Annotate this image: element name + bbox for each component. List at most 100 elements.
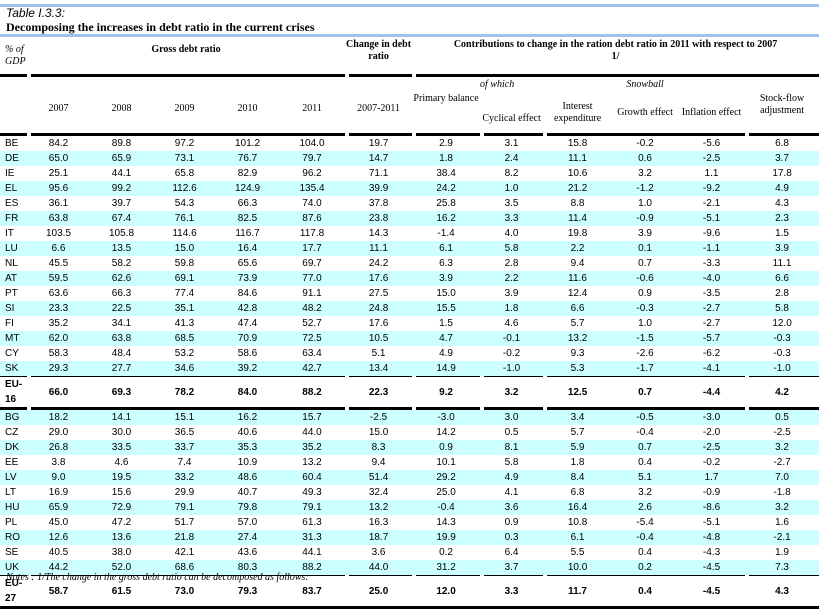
cell-2007-2011: 5.1 (371, 348, 386, 359)
cell-growth-effect: -0.9 (612, 211, 679, 226)
cell-2008: 39.7 (111, 198, 132, 209)
cell-inflation-effect: -2.0 (702, 427, 721, 438)
cell-growth-effect: 3.9 (638, 228, 652, 239)
cell-2007-2011: 3.6 (371, 547, 386, 558)
cell-2007-2011: 13.2 (345, 500, 413, 515)
cell-interest-expenditure: 1.8 (570, 457, 585, 468)
cell-cyclical-effect: 3.1 (504, 138, 519, 149)
unit-label: % of GDP (5, 44, 26, 67)
cell-2007-2011: 23.8 (345, 211, 413, 226)
cell-2007-2011: 8.3 (345, 440, 413, 455)
cell-2007-2011: 16.3 (368, 517, 389, 528)
cell-2007: 58.3 (48, 348, 69, 359)
cell-inflation-effect: -3.0 (678, 410, 746, 425)
cell-2008: 52.0 (90, 560, 153, 575)
cell-primary-balance: 4.7 (412, 331, 481, 346)
top-rule (0, 4, 819, 7)
country-code: UK (0, 560, 27, 575)
cell-primary-balance: 12.0 (436, 585, 456, 597)
cell-2007: 36.1 (48, 198, 69, 209)
cell-2007: 35.2 (48, 318, 69, 329)
cell-2008: 38.0 (111, 547, 132, 558)
cell-inflation-effect: 1.1 (704, 168, 719, 179)
cell-inflation-effect: -3.5 (702, 288, 721, 299)
cell-inflation-effect: -1.1 (678, 241, 746, 256)
cell-cyclical-effect: 1.8 (480, 301, 544, 316)
column-header-rule (0, 133, 819, 136)
cell-2011: 104.0 (299, 138, 325, 149)
cell-primary-balance: 10.1 (436, 457, 456, 468)
cell-interest-expenditure: 12.5 (567, 386, 588, 398)
cell-growth-effect: 0.6 (612, 151, 679, 166)
cell-cyclical-effect: 4.1 (504, 487, 519, 498)
cell-2010: 40.6 (237, 427, 258, 438)
cell-2010: 82.5 (216, 211, 279, 226)
cell-2007-2011: 10.5 (345, 331, 413, 346)
cell-primary-balance: 1.5 (439, 318, 453, 329)
cell-2007-2011: 37.8 (368, 198, 389, 209)
cell-stock-flow-adjustment: -2.7 (773, 457, 791, 468)
cell-inflation-effect: -5.6 (702, 138, 721, 149)
cell-2007: 95.6 (27, 181, 90, 196)
cell-growth-effect: 0.4 (638, 585, 652, 597)
rule-segment (27, 575, 346, 576)
cell-2011: 88.2 (279, 560, 346, 575)
cell-2008: 47.2 (111, 517, 132, 528)
cell-primary-balance: 0.2 (439, 547, 453, 558)
cell-2009: 65.8 (174, 168, 195, 179)
cell-2007: 12.6 (27, 530, 90, 545)
cell-inflation-effect: -2.7 (678, 301, 746, 316)
cell-2009: 35.1 (153, 301, 216, 316)
of-which-label: of which (480, 79, 515, 90)
rule-segment (480, 575, 544, 576)
country-code: LV (0, 470, 27, 485)
cell-2009: 36.5 (174, 427, 195, 438)
cell-2011: 52.7 (302, 318, 322, 329)
table-notes: Notes : 1/The change in the gross debt r… (6, 572, 309, 583)
table-row: CY 58.3 48.4 53.2 58.6 63.4 5.1 4.9 -0.2 9.3 -2.6 -… (0, 346, 819, 361)
snowball-label: Snowball (626, 79, 664, 90)
cell-interest-expenditure: 6.6 (543, 301, 613, 316)
column-header-inflation-effect: Inflation effect (681, 107, 742, 118)
cell-2011: 77.0 (279, 271, 346, 286)
country-code: BG (0, 410, 27, 425)
cell-2009: 76.1 (153, 211, 216, 226)
cell-2011: 44.1 (302, 547, 322, 558)
cell-stock-flow-adjustment: 3.7 (745, 151, 819, 166)
cell-inflation-effect: -5.1 (702, 517, 721, 528)
table-row: SE 40.5 38.0 42.1 43.6 44.1 3.6 0.2 6.4 5.5 0.4 -4.… (0, 545, 819, 560)
country-code: SK (0, 361, 27, 376)
cell-2007-2011: 71.1 (368, 168, 389, 179)
cell-2007: 25.1 (48, 168, 69, 179)
cell-2008: 14.1 (90, 410, 153, 425)
cell-2010: 101.2 (234, 138, 261, 149)
cell-2007-2011: 17.6 (368, 318, 389, 329)
total-rule-bottom (0, 407, 819, 410)
cell-interest-expenditure: 5.9 (543, 440, 613, 455)
cell-2011: 17.7 (279, 241, 346, 256)
cell-interest-expenditure: 12.4 (567, 288, 588, 299)
cell-inflation-effect: -8.6 (678, 500, 746, 515)
cell-2008: 15.6 (111, 487, 132, 498)
country-code: CZ (5, 427, 19, 438)
cell-stock-flow-adjustment: 17.8 (772, 168, 792, 179)
cell-2008: 19.5 (90, 470, 153, 485)
cell-2010: 65.6 (237, 258, 258, 269)
cell-growth-effect: -1.7 (612, 361, 679, 376)
total-row: EU-16 66.0 69.3 78.2 84.0 88.2 22.3 9.2 3.2 12.5 0… (0, 377, 819, 407)
cell-2007-2011: 15.0 (368, 427, 389, 438)
cell-cyclical-effect: 5.8 (504, 457, 519, 468)
column-header-cyclical-effect: Cyclical effect (482, 113, 541, 124)
cell-inflation-effect: -4.0 (678, 271, 746, 286)
cell-2009: 53.2 (174, 348, 195, 359)
country-code: LT (5, 487, 16, 498)
column-header-2007: 2007 (48, 103, 69, 114)
cell-growth-effect: -0.6 (612, 271, 679, 286)
cell-2009: 68.5 (153, 331, 216, 346)
rule-segment (345, 133, 413, 136)
cell-2009: 33.2 (153, 470, 216, 485)
rule-segment (0, 376, 27, 377)
cell-cyclical-effect: 8.1 (480, 440, 544, 455)
cell-cyclical-effect: 5.8 (480, 241, 544, 256)
table-row: AT 59.5 62.6 69.1 73.9 77.0 17.6 3.9 2.2 11.6 -0.6… (0, 271, 819, 286)
